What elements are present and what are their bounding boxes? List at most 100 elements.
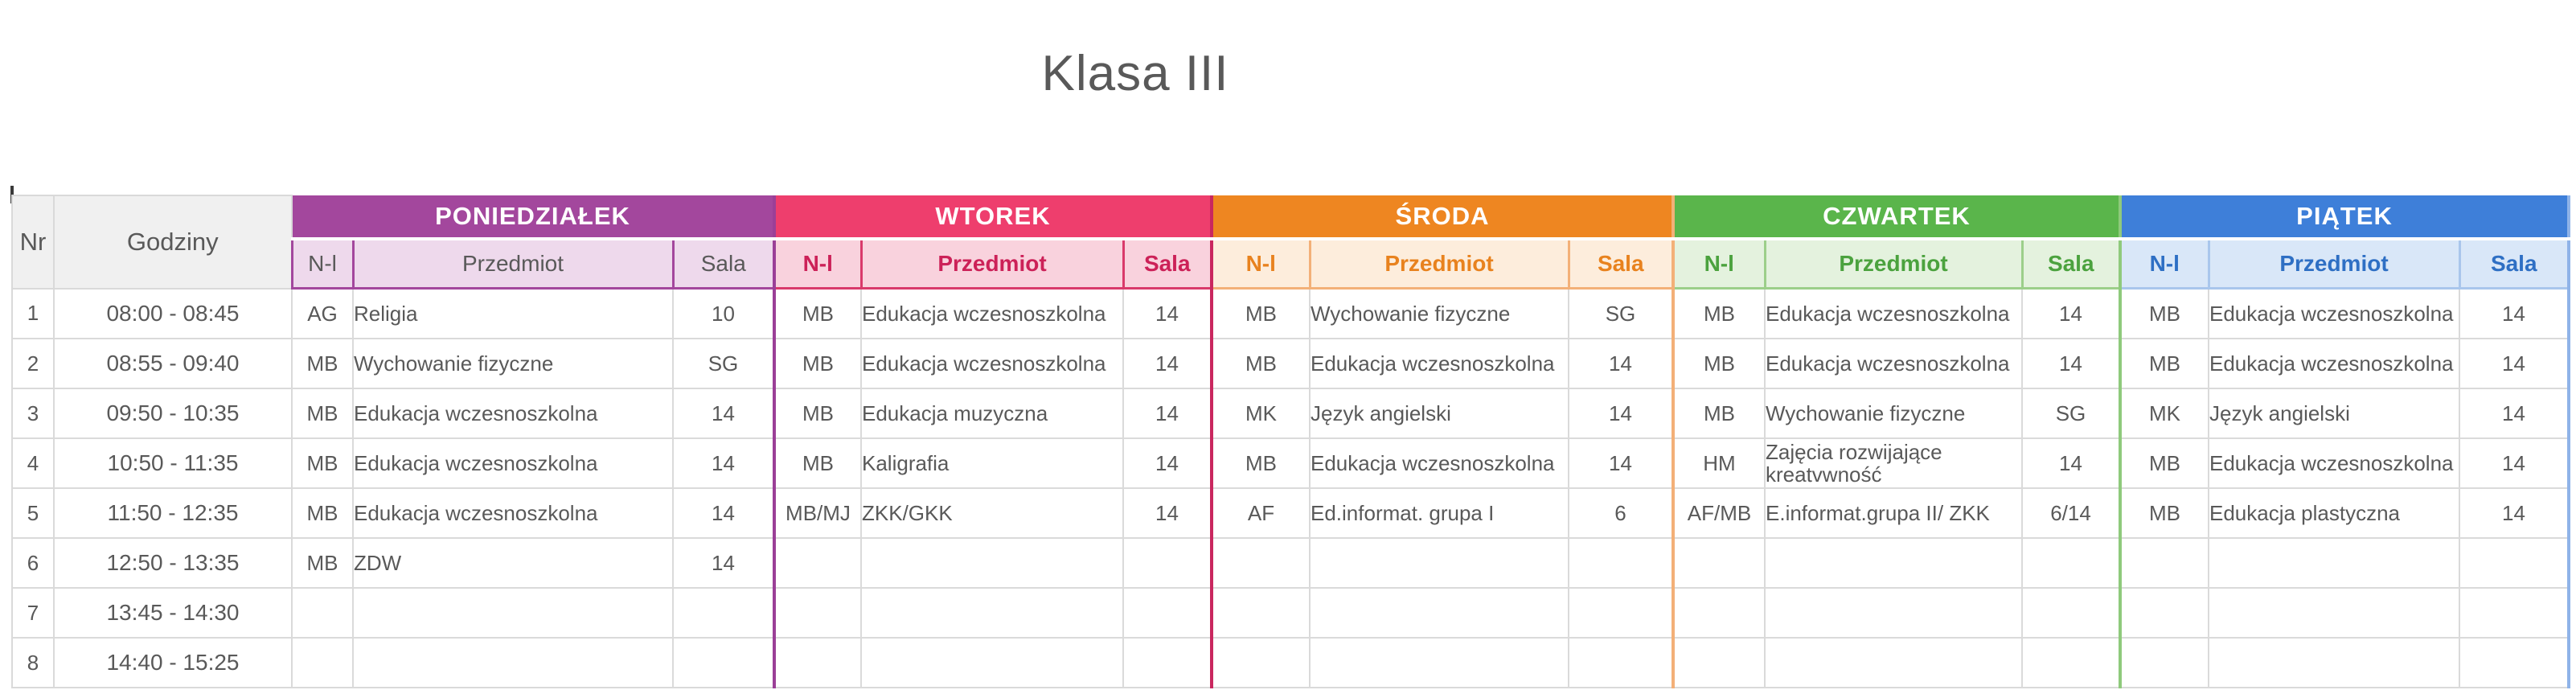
teacher-cell-tuesday [773,587,862,639]
room-cell-thursday [2021,637,2122,688]
room-cell-friday: 14 [2459,287,2570,339]
subheader-nl-wednesday: N-l [1210,239,1311,290]
page-title: Klasa III [1041,46,1229,101]
subject-cell-tuesday: ZKK/GKK [860,487,1124,539]
timetable-body: 1 08:00 - 08:45 AG Religia 10 MB Edukacja wcze… [11,287,2570,688]
day-header-friday: PIĄTEK [2120,195,2570,240]
room-cell-tuesday: 14 [1122,287,1213,339]
subject-cell-wednesday: Ed.informat. grupa I [1309,487,1569,539]
room-cell-wednesday: SG [1568,287,1675,339]
subject-cell-wednesday: Edukacja wczesnoszkolna [1309,338,1569,389]
table-row-1: 1 08:00 - 08:45 AG Religia 10 MB Edukacja wcze… [11,287,2570,339]
subject-cell-monday: Wychowanie fizyczne [352,338,674,389]
room-cell-tuesday [1122,637,1213,688]
subject-cell-wednesday [1309,587,1569,639]
teacher-cell-tuesday: MB [773,287,862,339]
teacher-cell-monday [291,637,354,688]
room-cell-monday: SG [672,338,776,389]
subheader-room-monday: Sala [671,239,776,290]
teacher-cell-wednesday: MB [1211,287,1311,339]
teacher-cell-monday: AG [291,287,354,339]
subject-cell-thursday: E.informat.grupa II/ ZKK [1764,487,2023,539]
room-cell-wednesday: 14 [1568,437,1675,489]
room-cell-friday: 14 [2459,338,2570,389]
subject-cell-thursday [1764,587,2023,639]
room-cell-tuesday: 14 [1122,487,1213,539]
teacher-cell-wednesday [1211,587,1311,639]
teacher-cell-monday: MB [291,388,354,439]
lesson-time: 10:50 - 11:35 [53,437,293,489]
teacher-cell-friday: MB [2119,487,2209,539]
room-cell-friday [2459,537,2570,589]
subject-cell-monday [352,637,674,688]
room-cell-monday [672,587,776,639]
nr-column-header: Nr [11,195,55,290]
teacher-cell-wednesday [1211,537,1311,589]
teacher-cell-friday: MB [2119,437,2209,489]
subject-cell-wednesday: Wychowanie fizyczne [1309,287,1569,339]
subject-cell-tuesday: Edukacja wczesnoszkolna [860,338,1124,389]
lesson-number: 1 [11,287,55,339]
room-cell-friday: 14 [2459,487,2570,539]
teacher-cell-thursday [1672,587,1766,639]
teacher-cell-monday: MB [291,338,354,389]
table-row-7: 7 13:45 - 14:30 [11,587,2570,639]
subject-cell-monday [352,587,674,639]
subject-cell-friday: Edukacja wczesnoszkolna [2208,287,2460,339]
table-row-5: 5 11:50 - 12:35 MB Edukacja wczesnoszkolna 1… [11,487,2570,539]
subheader-room-friday: Sala [2458,239,2570,290]
room-cell-thursday: SG [2021,388,2122,439]
room-cell-wednesday: 14 [1568,338,1675,389]
subheader-room-tuesday: Sala [1122,239,1213,290]
teacher-cell-thursday [1672,537,1766,589]
room-cell-thursday: 6/14 [2021,487,2122,539]
teacher-cell-thursday: MB [1672,287,1766,339]
room-cell-tuesday: 14 [1122,437,1213,489]
teacher-cell-friday [2119,587,2209,639]
subheader-nl-friday: N-l [2119,239,2210,290]
subject-cell-wednesday [1309,537,1569,589]
subheader-room-wednesday: Sala [1567,239,1675,290]
table-corner-mark [10,186,14,203]
day-header-monday: PONIEDZIAŁEK [292,195,776,240]
teacher-cell-wednesday: AF [1211,487,1311,539]
subject-cell-tuesday [860,587,1124,639]
room-cell-friday: 14 [2459,437,2570,489]
timetable: Nr Godziny PONIEDZIAŁEK WTOREK ŚRODA CZWARTEK… [11,195,2570,688]
teacher-cell-friday: MB [2119,287,2209,339]
teacher-cell-tuesday [773,537,862,589]
teacher-cell-wednesday: MB [1211,437,1311,489]
subject-cell-monday: ZDW [352,537,674,589]
lesson-number: 6 [11,537,55,589]
subheader-subject-wednesday: Przedmiot [1308,239,1570,290]
teacher-cell-monday: MB [291,437,354,489]
room-cell-wednesday [1568,637,1675,688]
teacher-cell-thursday: MB [1672,388,1766,439]
teacher-cell-thursday: AF/MB [1672,487,1766,539]
teacher-cell-friday [2119,537,2209,589]
room-cell-monday: 10 [672,287,776,339]
teacher-cell-friday: MK [2119,388,2209,439]
subject-cell-friday: Edukacja wczesnoszkolna [2208,437,2460,489]
teacher-cell-wednesday [1211,637,1311,688]
teacher-cell-wednesday: MK [1211,388,1311,439]
table-row-3: 3 09:50 - 10:35 MB Edukacja wczesnoszkolna 1… [11,388,2570,439]
subject-cell-friday: Język angielski [2208,388,2460,439]
subject-cell-monday: Religia [352,287,674,339]
subject-cell-tuesday: Edukacja wczesnoszkolna [860,287,1124,339]
teacher-cell-monday: MB [291,537,354,589]
lesson-number: 3 [11,388,55,439]
room-cell-monday: 14 [672,388,776,439]
subject-cell-wednesday: Edukacja wczesnoszkolna [1309,437,1569,489]
subject-cell-thursday [1764,537,2023,589]
subject-cell-wednesday: Język angielski [1309,388,1569,439]
subject-cell-friday [2208,637,2460,688]
room-cell-friday: 14 [2459,388,2570,439]
room-cell-tuesday: 14 [1122,388,1213,439]
room-cell-thursday [2021,537,2122,589]
subject-cell-thursday: Wychowanie fizyczne [1764,388,2023,439]
lesson-time: 08:55 - 09:40 [53,338,293,389]
subject-cell-thursday: Zajęcia rozwijające kreatvwność [1764,437,2023,489]
subheader-subject-thursday: Przedmiot [1763,239,2024,290]
teacher-cell-thursday: MB [1672,338,1766,389]
